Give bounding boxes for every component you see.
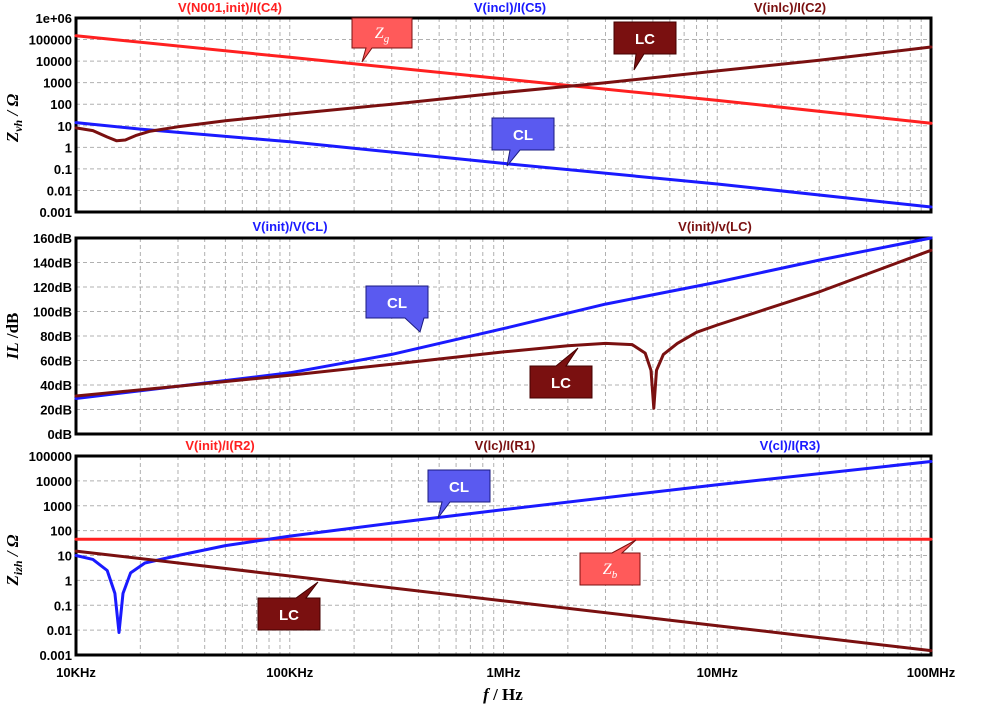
x-axis-label: f / Hz [483, 685, 523, 704]
svg-text:LC: LC [551, 375, 571, 392]
callout-cl-top: CL [491, 117, 555, 167]
y-tick-label: 1 [65, 140, 72, 155]
callout-cl-middle: CL [365, 285, 429, 333]
y-tick-label: 100000 [29, 449, 72, 464]
y-tick-label: 0dB [47, 427, 72, 442]
y-tick-label: 0.001 [39, 205, 72, 220]
series-bottom [74, 460, 933, 653]
callout-zg: Zg [351, 17, 413, 63]
grid-middle [76, 238, 931, 434]
y-tick-label: 40dB [40, 378, 72, 393]
y-tick-label: 1000 [43, 76, 72, 91]
y-tick-label: 60dB [40, 354, 72, 369]
svg-text:Zb: Zb [603, 561, 618, 581]
trace-label-bottom-blue: V(cl)/I(R3) [760, 438, 821, 453]
y-axis-label-bottom: Zizh / Ω [3, 534, 25, 586]
svg-text:CL: CL [387, 295, 407, 312]
callout-cl-bottom: CL [427, 469, 491, 519]
x-tick-label: 1MHz [487, 665, 521, 680]
panel-top: 1e+06 100000 10000 1000 100 10 1 0.1 0.01 0.001 V… [3, 0, 933, 220]
x-tick-label: 10MHz [697, 665, 739, 680]
series-line-cl [74, 460, 933, 634]
trace-label-top-darkred: V(inlc)/I(C2) [754, 0, 826, 15]
svg-text:LC: LC [635, 31, 655, 48]
y-tick-label: 1 [65, 573, 72, 588]
y-tick-label: 20dB [40, 403, 72, 418]
trace-label-middle-darkred: V(init)/v(LC) [678, 219, 752, 234]
y-tick-label: 10 [58, 119, 72, 134]
series-line-zg [74, 34, 933, 125]
y-tick-label: 140dB [33, 256, 72, 271]
y-tick-label: 100000 [29, 33, 72, 48]
y-tick-label: 120dB [33, 280, 72, 295]
y-tick-label: 1000 [43, 499, 72, 514]
plot-frame-middle [74, 236, 933, 436]
y-tick-label: 10000 [36, 54, 72, 69]
y-tick-label: 100dB [33, 305, 72, 320]
y-tick-label: 0.001 [39, 648, 72, 663]
y-tick-label: 0.01 [47, 623, 72, 638]
panel-bottom: 100000 10000 1000 100 10 1 0.1 0.01 0.001 V(init… [3, 438, 933, 663]
y-tick-label: 0.1 [54, 598, 72, 613]
trace-label-top-red: V(N001,init)/I(C4) [178, 0, 282, 15]
series-line-cl [74, 121, 933, 209]
y-tick-label: 100 [50, 97, 72, 112]
callout-lc-top: LC [613, 21, 677, 71]
y-ticks-middle: 160dB 140dB 120dB 100dB 80dB 60dB 40dB 20dB 0dB [33, 231, 72, 442]
x-tick-label: 100MHz [907, 665, 956, 680]
plot-frame-top [74, 16, 933, 214]
y-tick-label: 1e+06 [35, 11, 72, 26]
panel-middle: 160dB140dB120dB100dB80dB60dB40dB20dB0dB … [3, 219, 933, 442]
callout-zb: Zb [579, 539, 641, 586]
series-top [74, 34, 933, 209]
series-middle [74, 236, 933, 410]
y-tick-label: 10 [58, 549, 72, 564]
trace-label-bottom-darkred: V(lc)/I(R1) [475, 438, 536, 453]
x-tick-label: 100KHz [266, 665, 313, 680]
svg-text:LC: LC [279, 607, 299, 624]
svg-text:Zg: Zg [375, 25, 390, 45]
trace-label-middle-blue: V(init)/V(CL) [252, 219, 327, 234]
y-axis-label-top: Zvh / Ω [3, 94, 25, 144]
series-line-lc [74, 248, 933, 410]
callout-lc-middle: LC [529, 347, 593, 399]
x-tick-label: 10KHz [56, 665, 96, 680]
trace-label-bottom-red: V(init)/I(R2) [185, 438, 254, 453]
svg-text:CL: CL [449, 479, 469, 496]
y-tick-label: 0.01 [47, 183, 72, 198]
x-ticks: 10KHz 100KHz 1MHz 10MHz 100MHz [56, 665, 956, 680]
grid-top [76, 18, 931, 212]
y-tick-label: 10000 [36, 474, 72, 489]
y-ticks-top: 1e+06 100000 10000 1000 100 10 1 0.1 0.01 0.001 [29, 11, 72, 220]
y-ticks-bottom: 100000 10000 1000 100 10 1 0.1 0.01 0.001 [29, 449, 72, 663]
y-tick-label: 80dB [40, 329, 72, 344]
series-line-lc [74, 549, 933, 653]
trace-label-top-blue: V(incl)/I(C5) [474, 0, 546, 15]
series-line-lc [74, 45, 933, 143]
y-tick-label: 100 [50, 524, 72, 539]
callout-lc-bottom: LC [257, 581, 321, 631]
grid-bottom [76, 456, 931, 655]
y-tick-label: 0.1 [54, 162, 72, 177]
y-axis-label-middle: IL /dB [3, 313, 22, 361]
y-tick-label: 160dB [33, 231, 72, 246]
svg-text:CL: CL [513, 127, 533, 144]
